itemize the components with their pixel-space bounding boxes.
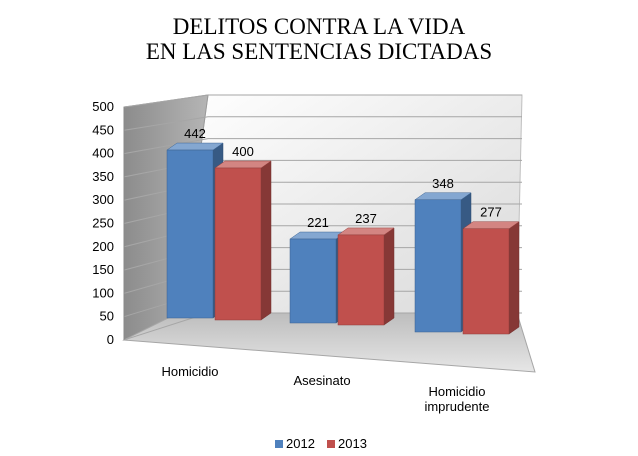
legend: 2012 2013: [275, 436, 367, 451]
y-tick-label: 400: [92, 146, 114, 161]
y-tick-label: 500: [92, 99, 114, 114]
gridline: [123, 116, 522, 131]
y-tick-label: 50: [100, 309, 114, 324]
x-tick-label: Homicidio: [428, 384, 485, 399]
gridline: [123, 94, 522, 108]
y-tick-label: 350: [92, 169, 114, 184]
data-labels: 442 400 221 237 348 277: [184, 126, 502, 230]
chart-title-line-2: EN LAS SENTENCIAS DICTADAS: [145, 39, 493, 64]
data-label: 221: [307, 215, 329, 230]
y-axis: 0 50 100 150 200 250 300 350 400 450 500: [92, 99, 125, 347]
bar: [214, 160, 272, 321]
gridline: [123, 138, 522, 155]
bar: [166, 142, 224, 319]
y-tick-label: 150: [92, 262, 114, 277]
bars: [166, 142, 520, 335]
bar: [337, 227, 395, 326]
y-tick-label: 0: [107, 332, 114, 347]
chart-title: DELITOS CONTRA LA VIDA EN LAS SENTENCIAS…: [0, 14, 638, 64]
bar: [414, 192, 472, 333]
data-label: 400: [232, 144, 254, 159]
legend-item: 2012: [275, 436, 315, 451]
data-label: 442: [184, 126, 206, 141]
data-label: 348: [432, 176, 454, 191]
y-tick-label: 450: [92, 122, 114, 137]
bar: [462, 221, 520, 335]
legend-swatch: [275, 440, 283, 448]
data-label: 277: [480, 205, 502, 220]
legend-item: 2013: [327, 436, 367, 451]
x-tick-label: Asesinato: [293, 373, 350, 388]
y-tick-label: 200: [92, 239, 114, 254]
bar: [289, 231, 347, 324]
legend-swatch: [327, 440, 335, 448]
data-label: 237: [355, 211, 377, 226]
x-tick-label: imprudente: [424, 399, 489, 414]
y-tick-label: 250: [92, 216, 114, 231]
y-tick-label: 100: [92, 285, 114, 300]
legend-label: 2013: [338, 436, 367, 451]
chart-title-line-1: DELITOS CONTRA LA VIDA: [172, 14, 466, 39]
legend-label: 2012: [286, 436, 315, 451]
y-tick-label: 300: [92, 192, 114, 207]
x-tick-label: Homicidio: [161, 364, 218, 379]
